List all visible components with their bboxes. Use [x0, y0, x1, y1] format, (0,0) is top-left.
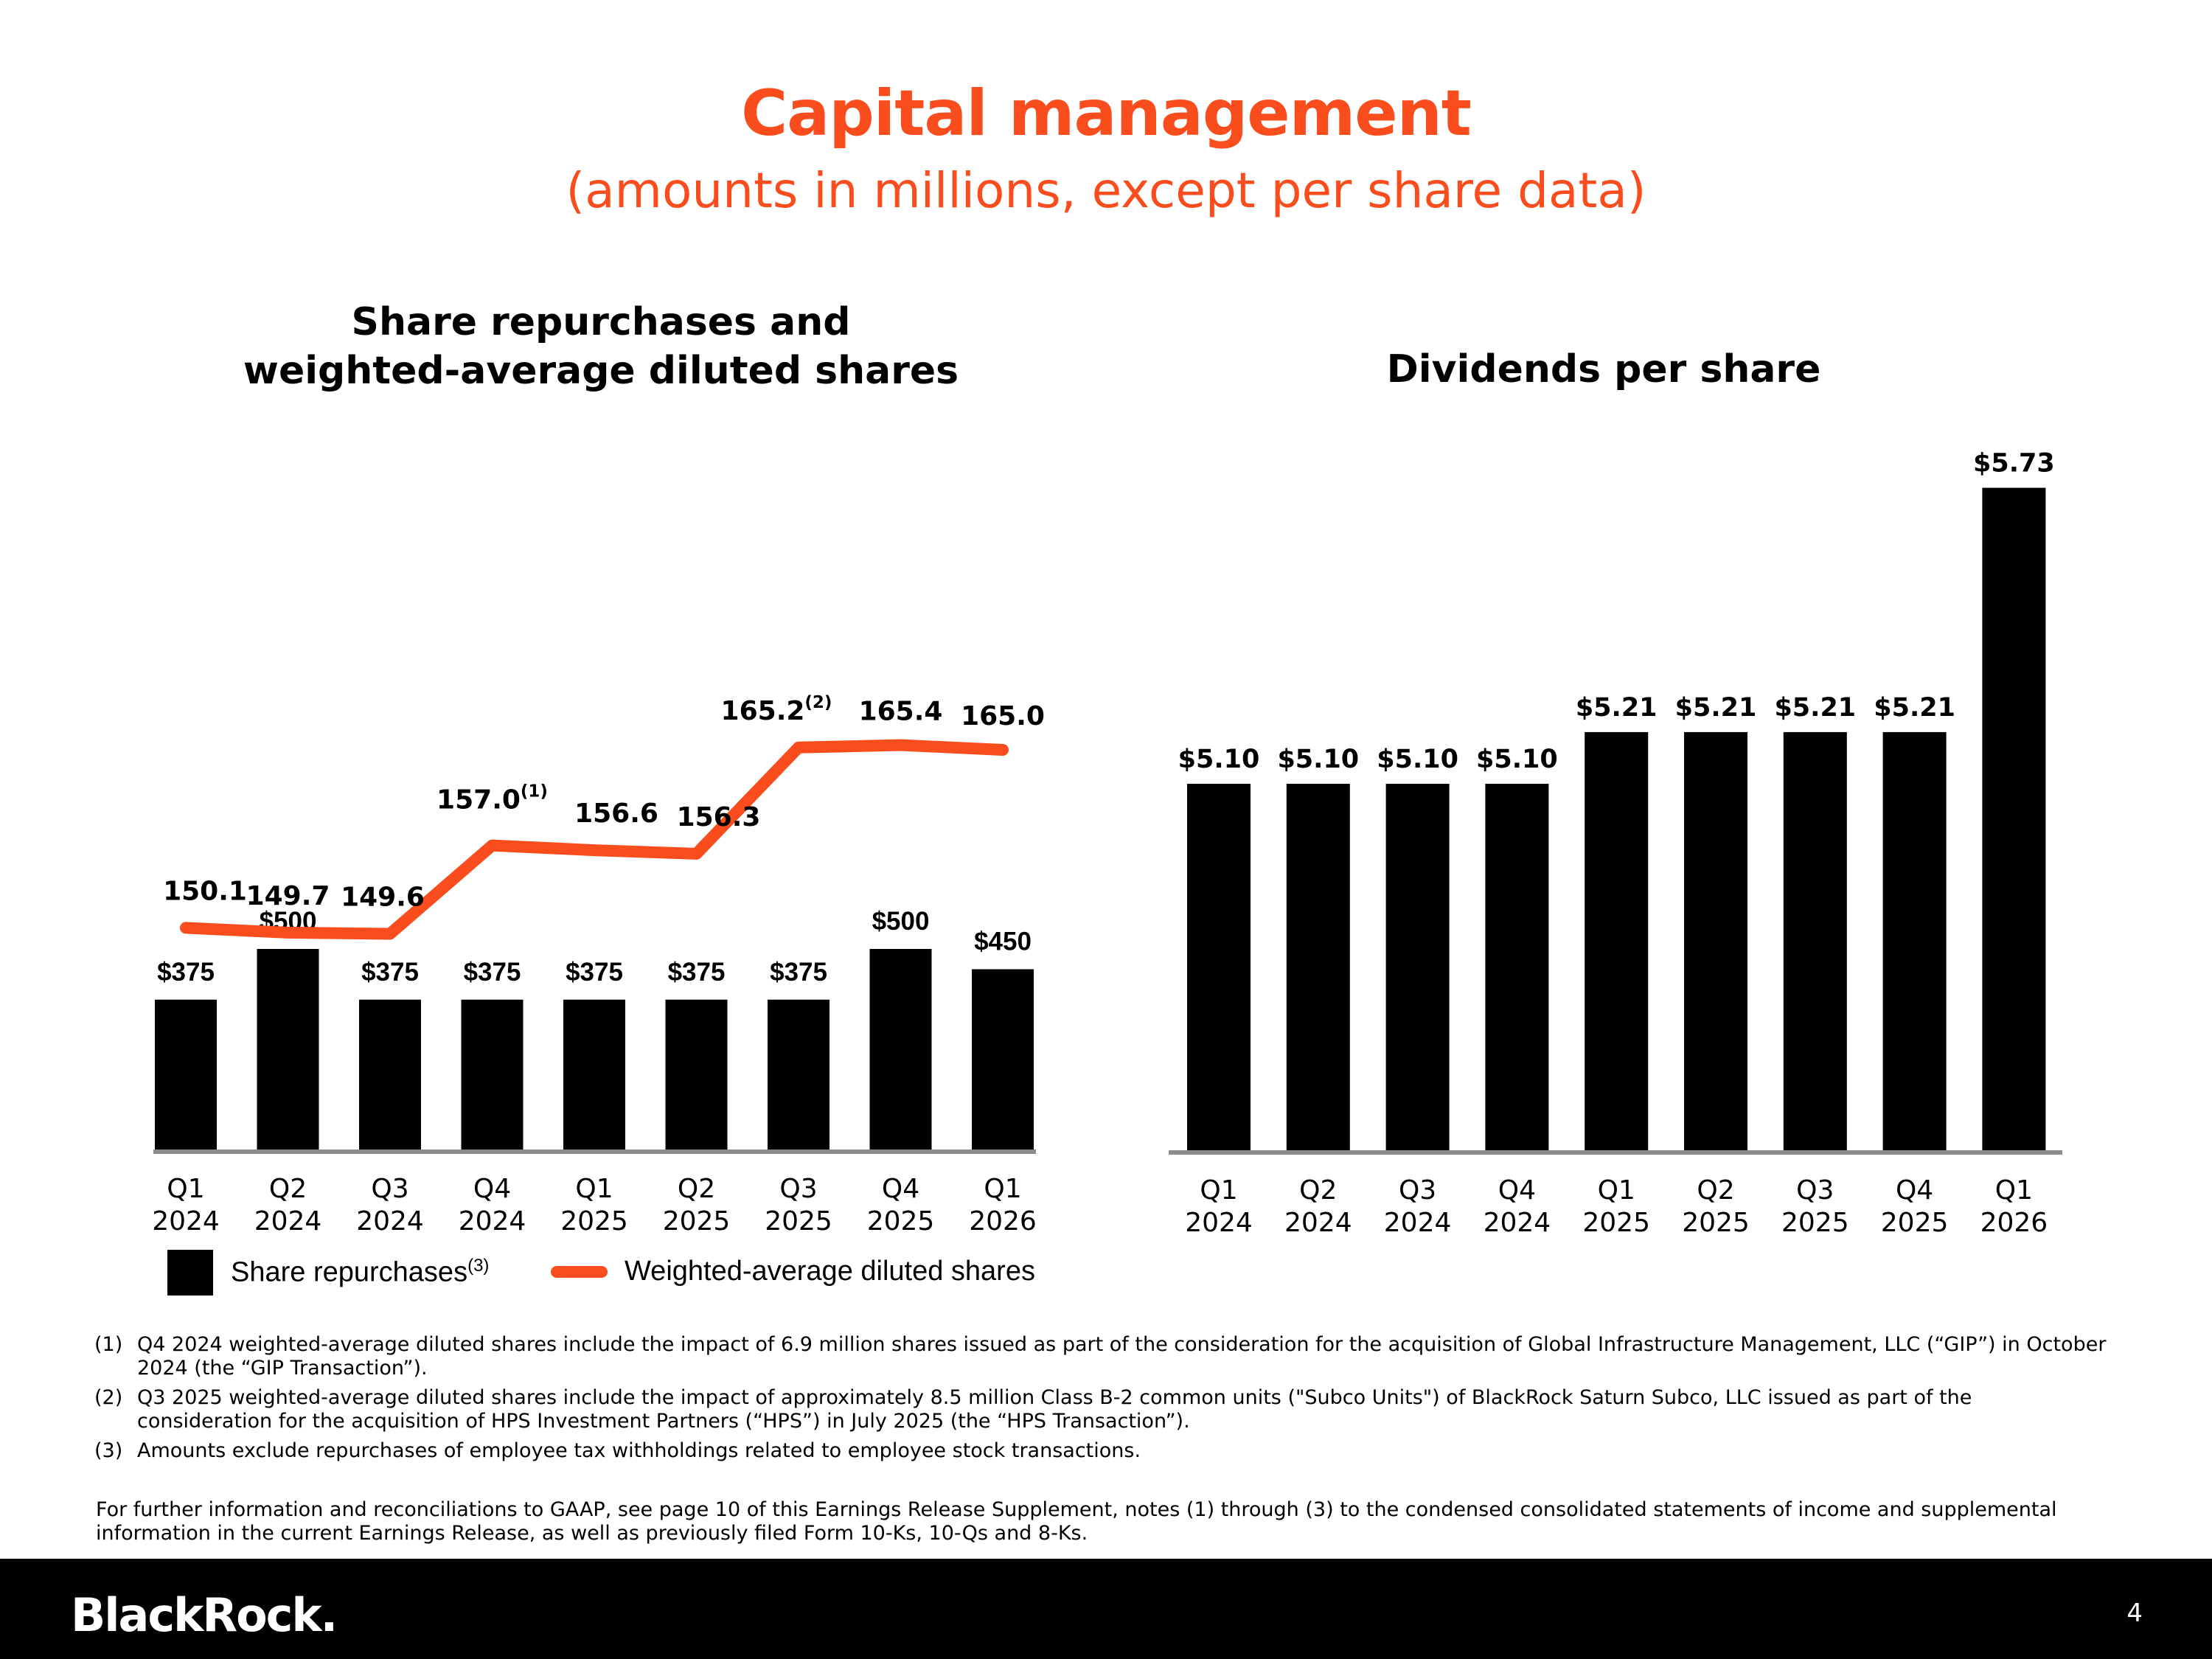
dividend-bar: [1286, 784, 1350, 1152]
page-subtitle: (amounts in millions, except per share d…: [566, 162, 1646, 219]
repurchase-value-label: $450: [974, 928, 1032, 956]
footnote-text: Q4 2024 weighted-average diluted shares …: [137, 1333, 2107, 1380]
blackrock-logo: BlackRock.: [71, 1588, 338, 1642]
shares-value-label: 165.2(2): [721, 693, 832, 726]
left-chart-title-line2: weighted-average diluted shares: [243, 349, 959, 393]
footnote-mark: (2): [94, 1386, 123, 1409]
footer-bar: BlackRock. 4: [0, 1559, 2212, 1659]
dividend-value-label: $5.21: [1576, 693, 1658, 723]
legend: Share repurchases(3) Weighted-average di…: [167, 1248, 1089, 1295]
right-tick-label: Q1 2026: [1980, 1175, 2048, 1238]
dividend-value-label: $5.21: [1874, 693, 1955, 723]
shares-value-label: 150.1: [163, 876, 247, 906]
shares-value-label: 156.3: [677, 802, 761, 832]
shares-value-label: 165.4: [859, 697, 943, 727]
repurchase-bar: [461, 999, 524, 1152]
footnote-text: Amounts exclude repurchases of employee …: [137, 1439, 1141, 1462]
left-chart-title: Share repurchases and weighted-average d…: [221, 298, 981, 395]
repurchase-value-label: $375: [668, 958, 726, 987]
footnotes: (1) Q4 2024 weighted-average diluted sha…: [94, 1333, 2107, 1469]
shares-value-label: 149.7: [246, 881, 330, 911]
left-tick-label: Q1 2026: [969, 1174, 1037, 1237]
repurchase-bar: [563, 999, 625, 1152]
shares-value-label: 156.6: [574, 799, 658, 829]
right-tick-label: Q1 2024: [1185, 1175, 1253, 1238]
dividend-bar: [1187, 784, 1251, 1152]
dividend-value-label: $5.10: [1377, 745, 1458, 774]
repurchase-value-label: $375: [157, 958, 215, 987]
legend-label-shares: Weighted-average diluted shares: [625, 1256, 1035, 1287]
repurchase-value-label: $375: [464, 958, 521, 987]
left-tick-label: Q2 2024: [254, 1174, 322, 1237]
right-tick-label: Q3 2024: [1384, 1175, 1452, 1238]
dividend-value-label: $5.10: [1178, 745, 1260, 774]
footnote-3: (3) Amounts exclude repurchases of emplo…: [94, 1439, 2107, 1463]
repurchase-value-label: $500: [872, 907, 930, 936]
dividend-value-label: $5.73: [1973, 449, 2055, 479]
footnote-1: (1) Q4 2024 weighted-average diluted sha…: [94, 1333, 2107, 1380]
legend-sup: (3): [467, 1256, 490, 1276]
footnote-text: Q3 2025 weighted-average diluted shares …: [137, 1386, 1972, 1433]
left-tick-label: Q1 2024: [152, 1174, 220, 1237]
dividend-bar: [1982, 487, 2046, 1152]
dividend-bar: [1684, 731, 1747, 1152]
left-tick-label: Q4 2024: [459, 1174, 526, 1237]
repurchase-bar: [972, 969, 1034, 1152]
page-title: Capital management: [741, 77, 1472, 150]
repurchase-bar: [155, 999, 217, 1152]
shares-value-label: 165.0: [961, 701, 1045, 731]
dividend-value-label: $5.10: [1476, 745, 1558, 774]
left-tick-label: Q3 2025: [765, 1174, 832, 1237]
repurchase-bar: [257, 949, 319, 1152]
further-information: For further information and reconciliati…: [96, 1498, 2057, 1545]
left-chart-title-line1: Share repurchases and: [351, 300, 851, 344]
right-tick-label: Q3 2025: [1781, 1175, 1849, 1238]
dividend-bar: [1882, 731, 1947, 1152]
right-tick-label: Q2 2025: [1682, 1175, 1750, 1238]
footnote-mark: (1): [94, 1333, 123, 1356]
dividend-value-label: $5.21: [1675, 693, 1757, 723]
dividend-bar: [1783, 731, 1847, 1152]
repurchase-bar: [768, 999, 830, 1152]
legend-label-repurchases-text: Share repurchases: [231, 1256, 468, 1288]
left-tick-label: Q3 2024: [356, 1174, 424, 1237]
left-tick-label: Q2 2025: [663, 1174, 731, 1237]
dividend-value-label: $5.21: [1774, 693, 1856, 723]
repurchase-bar: [869, 949, 932, 1152]
left-tick-label: Q4 2025: [867, 1174, 935, 1237]
dividend-bar: [1385, 784, 1450, 1152]
legend-label-repurchases: Share repurchases(3): [231, 1256, 489, 1289]
legend-swatch-repurchases: [167, 1250, 213, 1295]
dividend-bar: [1585, 731, 1649, 1152]
right-tick-label: Q2 2024: [1284, 1175, 1352, 1238]
right-chart-title: Dividends per share: [1386, 347, 1821, 392]
repurchase-value-label: $375: [566, 958, 623, 987]
footnote-mark: (3): [94, 1439, 123, 1462]
weighted-shares-line: [180, 739, 1009, 940]
left-tick-label: Q1 2025: [560, 1174, 628, 1237]
footnote-2: (2) Q3 2025 weighted-average diluted sha…: [94, 1386, 2107, 1433]
shares-value-label: 157.0(1): [437, 782, 548, 815]
right-tick-label: Q4 2025: [1881, 1175, 1949, 1238]
repurchase-value-label: $375: [770, 958, 827, 987]
repurchase-bar: [359, 999, 421, 1152]
right-tick-label: Q4 2024: [1484, 1175, 1551, 1238]
repurchase-value-label: $375: [361, 958, 419, 987]
repurchase-bar: [665, 999, 728, 1152]
page-number: 4: [2126, 1599, 2143, 1628]
legend-swatch-shares: [551, 1266, 608, 1278]
dividend-bar: [1485, 784, 1549, 1152]
right-tick-label: Q1 2025: [1582, 1175, 1650, 1238]
shares-value-label: 149.6: [341, 882, 425, 912]
dividend-value-label: $5.10: [1277, 745, 1359, 774]
